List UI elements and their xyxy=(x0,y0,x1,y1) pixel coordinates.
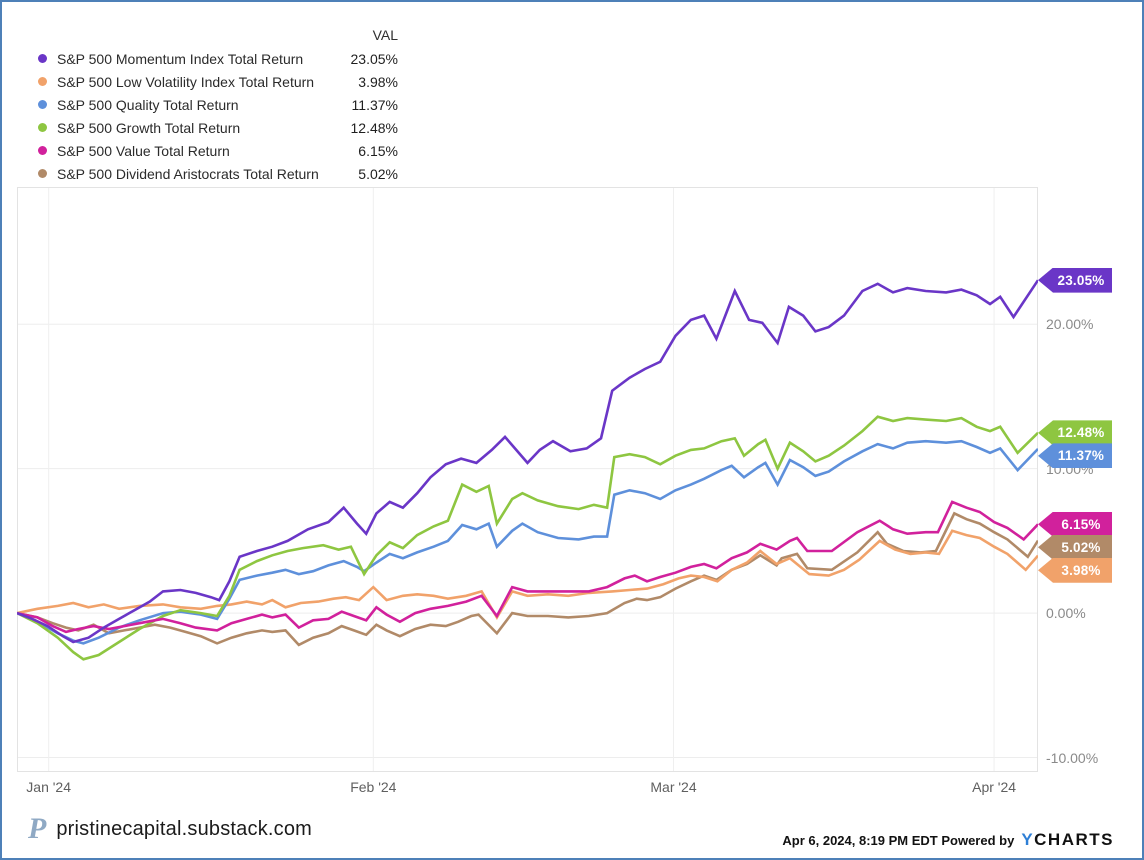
series-value-badge: 3.98% xyxy=(1038,557,1112,583)
series-line xyxy=(17,500,1038,634)
series-line xyxy=(17,511,1038,647)
series-line xyxy=(17,529,1038,620)
series-val: 3.98% xyxy=(358,73,398,90)
series-color-dot-icon xyxy=(38,169,47,178)
series-color-dot-icon xyxy=(38,146,47,155)
series-label: S&P 500 Low Volatility Index Total Retur… xyxy=(57,73,315,90)
legend-row[interactable]: S&P 500 Growth Total Return 12.48% xyxy=(32,116,398,139)
series-value-badge: 23.05% xyxy=(1038,267,1112,293)
legend-rows: S&P 500 Momentum Index Total Return 23.05… xyxy=(32,47,398,185)
series-value-badge: 5.02% xyxy=(1038,534,1112,560)
series-val: 11.37% xyxy=(351,96,398,113)
series-line xyxy=(17,415,1038,661)
series-color-dot-icon xyxy=(38,54,47,63)
series-value-badge: 11.37% xyxy=(1038,443,1112,469)
site-url-link[interactable]: pristinecapital.substack.com xyxy=(56,817,313,840)
series-val: 23.05% xyxy=(350,50,398,67)
legend-val-header: VAL xyxy=(372,27,398,43)
ycharts-logo-y: Y xyxy=(1021,830,1035,849)
pristine-capital-logo-icon: P xyxy=(28,812,47,845)
timestamp-text: Apr 6, 2024, 8:19 PM EDT Powered by xyxy=(782,833,1015,848)
series-value-badge: 6.15% xyxy=(1038,511,1112,537)
y-axis-tick-label: 0.00% xyxy=(1046,605,1086,622)
x-axis-tick-label: Apr '24 xyxy=(972,779,1017,795)
legend: VAL S&P 500 Momentum Index Total Return 2… xyxy=(32,24,398,185)
series-val: 12.48% xyxy=(350,119,398,136)
legend-row[interactable]: S&P 500 Quality Total Return 11.37% xyxy=(32,93,398,116)
legend-row[interactable]: S&P 500 Momentum Index Total Return 23.05… xyxy=(32,47,398,70)
series-color-dot-icon xyxy=(38,77,47,86)
series-label: S&P 500 Value Total Return xyxy=(57,142,230,159)
series-label: S&P 500 Quality Total Return xyxy=(57,96,239,113)
ycharts-logo: YCHARTS xyxy=(1021,830,1114,850)
series-value-badge: 12.48% xyxy=(1038,420,1112,446)
series-label: S&P 500 Dividend Aristocrats Total Retur… xyxy=(57,165,319,182)
series-line xyxy=(17,279,1038,644)
y-axis-tick-label: 20.00% xyxy=(1046,316,1094,333)
legend-row[interactable]: S&P 500 Value Total Return 6.15% xyxy=(32,139,398,162)
legend-row[interactable]: S&P 500 Low Volatility Index Total Retur… xyxy=(32,70,398,93)
series-val: 6.15% xyxy=(358,142,398,159)
series-label: S&P 500 Momentum Index Total Return xyxy=(57,50,304,67)
x-axis-tick-label: Mar '24 xyxy=(650,779,697,795)
series-val: 5.02% xyxy=(358,165,398,182)
plot-border xyxy=(17,187,1038,772)
series-color-dot-icon xyxy=(38,123,47,132)
line-chart xyxy=(17,187,1038,772)
legend-row[interactable]: S&P 500 Dividend Aristocrats Total Retur… xyxy=(32,162,398,185)
plot-area xyxy=(17,187,1038,772)
ycharts-logo-charts: CHARTS xyxy=(1034,830,1114,849)
x-axis-tick-label: Feb '24 xyxy=(350,779,397,795)
series-label: S&P 500 Growth Total Return xyxy=(57,119,241,136)
footer-stamp: Apr 6, 2024, 8:19 PM EDT Powered by YCHA… xyxy=(782,830,1114,850)
site-attribution: P pristinecapital.substack.com xyxy=(28,812,312,846)
y-axis-tick-label: -10.00% xyxy=(1046,749,1099,766)
x-axis-tick-label: Jan '24 xyxy=(26,779,71,795)
series-line xyxy=(17,439,1038,645)
series-color-dot-icon xyxy=(38,100,47,109)
